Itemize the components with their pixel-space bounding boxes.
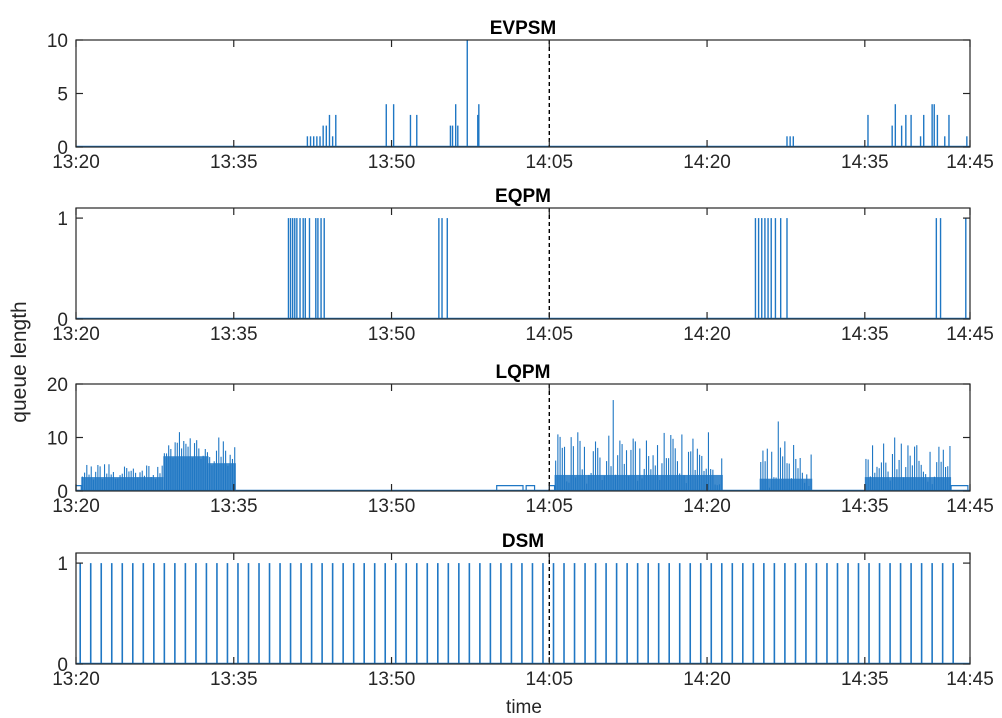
y-tick-label: 10	[47, 31, 68, 52]
x-axis-label: time	[506, 697, 542, 718]
y-tick-label: 1	[57, 554, 68, 575]
panel-dsm: DSM 0 1 13:20 13:35 13:50 14:05 14:20 14:35 14:45	[52, 531, 994, 690]
x-tick-label: 14:35	[841, 324, 889, 345]
x-tick-label: 13:35	[210, 496, 258, 517]
x-tick-label: 14:05	[526, 152, 574, 173]
x-tick-label: 14:35	[841, 669, 889, 690]
panel-lqpm: LQPM 0 10 20 13:20 13:35 13:50 14:05 14:20 14:35 1…	[47, 362, 994, 517]
y-tick-label: 0	[57, 310, 68, 331]
panel-title: DSM	[502, 531, 544, 552]
y-tick-label: 20	[47, 375, 68, 396]
series-group	[76, 40, 970, 148]
x-tick-label: 13:50	[368, 669, 416, 690]
y-tick-label: 0	[57, 138, 68, 159]
band-fill	[554, 474, 723, 491]
y-tick-label: 0	[57, 655, 68, 676]
panel-title: LQPM	[496, 362, 551, 383]
x-tick-label: 13:50	[368, 496, 416, 517]
x-tick-label: 14:20	[683, 669, 731, 690]
y-tick-label: 10	[47, 429, 68, 450]
y-tick-label: 0	[57, 482, 68, 503]
x-tick-label: 14:20	[683, 152, 731, 173]
x-tick-label: 13:35	[210, 669, 258, 690]
x-tick-label: 13:35	[210, 152, 258, 173]
x-tick-label: 13:20	[52, 152, 100, 173]
block-mark	[525, 485, 536, 491]
x-tick-label: 14:20	[683, 324, 731, 345]
series-group	[76, 563, 970, 665]
x-tick-label: 14:05	[526, 324, 574, 345]
series-group	[75, 400, 970, 492]
x-tick-label: 14:45	[946, 496, 994, 517]
x-tick-label: 14:35	[841, 152, 889, 173]
y-tick-label: 1	[57, 209, 68, 230]
x-tick-label: 14:05	[526, 669, 574, 690]
panel-eqpm: EQPM 0 1 13:20 13:35 13:50 14:05 14:20 14:35 14:4…	[52, 186, 994, 345]
axes-box	[75, 207, 971, 320]
x-tick-label: 13:20	[52, 669, 100, 690]
panel-title: EQPM	[495, 186, 551, 207]
y-tick-label: 5	[57, 85, 68, 106]
x-tick-label: 14:35	[841, 496, 889, 517]
band-fill	[759, 478, 813, 491]
x-tick-label: 14:05	[526, 496, 574, 517]
block-mark	[496, 485, 524, 491]
axes-box	[75, 39, 971, 148]
x-tick-label: 14:45	[946, 669, 994, 690]
panel-evpsm: EVPSM 0 5 10 13:20 13:35 13:50 14:05 14:20 14:35 1…	[47, 18, 994, 173]
y-axis-label: queue length	[8, 301, 31, 422]
x-tick-label: 13:50	[368, 152, 416, 173]
x-tick-label: 14:45	[946, 324, 994, 345]
x-tick-label: 13:20	[52, 496, 100, 517]
x-tick-label: 13:20	[52, 324, 100, 345]
x-tick-label: 14:20	[683, 496, 731, 517]
x-tick-label: 13:50	[368, 324, 416, 345]
x-tick-label: 13:35	[210, 324, 258, 345]
series-group	[76, 218, 970, 320]
x-tick-label: 14:45	[946, 152, 994, 173]
band-fill	[208, 463, 236, 491]
panel-title: EVPSM	[490, 18, 557, 39]
axes-box	[75, 552, 971, 665]
